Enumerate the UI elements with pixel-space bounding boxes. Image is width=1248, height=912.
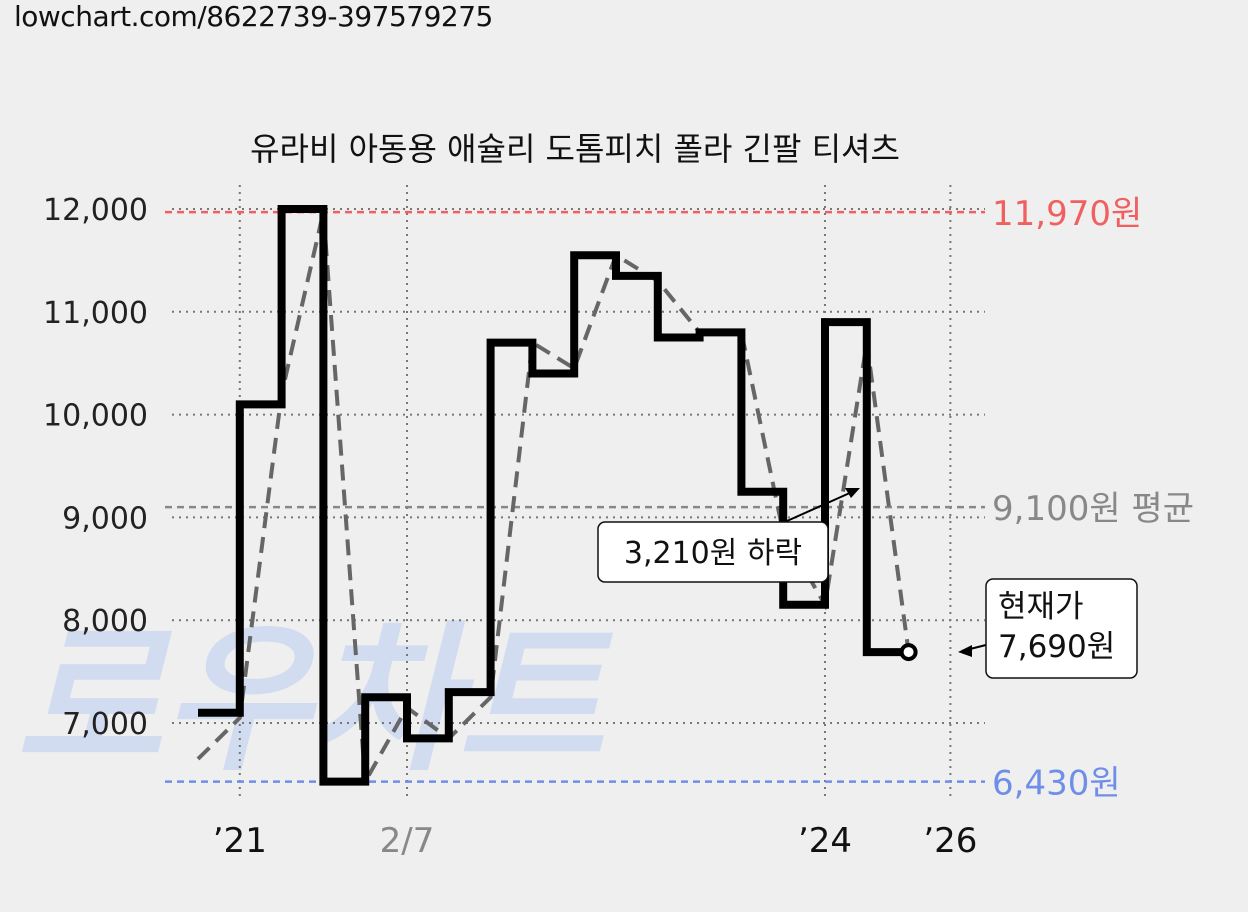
url-text: lowchart.com/8622739-397579275 — [14, 0, 493, 33]
reference-label: 11,970원 — [992, 194, 1142, 234]
drop-annotation-box — [597, 521, 829, 583]
y-tick-label: 10,000 — [43, 399, 148, 434]
current-price-box — [985, 578, 1138, 679]
y-tick-label: 8,000 — [62, 604, 148, 639]
axis-labels-layer: 7,000 8,000 9,000 10,000 11,000 12,000 ’21 2/7 ’… — [43, 193, 977, 861]
y-tick-label: 9,000 — [62, 501, 148, 536]
current-price-marker — [899, 643, 918, 662]
reference-label: 6,430원 — [992, 764, 1121, 804]
watermark: 로우차트 — [16, 606, 614, 793]
current-price-text: 현재가 — [998, 589, 1084, 625]
reference-label: 9,100원 평균 — [992, 489, 1194, 529]
reference-lines-layer: 11,970원 9,100원 평균 6,430원 — [165, 194, 1194, 804]
x-tick-label: ’21 — [213, 821, 267, 861]
drop-annotation-arrow — [777, 491, 853, 526]
y-tick-label: 11,000 — [43, 296, 148, 331]
x-tick-label: ’26 — [923, 821, 977, 861]
y-tick-label: 12,000 — [43, 193, 148, 228]
x-tick-label: ’24 — [798, 821, 852, 861]
current-price-arrowhead — [958, 645, 972, 657]
drop-annotation-text: 3,210원 하락 — [624, 536, 802, 571]
drop-annotation-arrowhead — [845, 488, 860, 498]
current-price-text: 7,690원 — [998, 629, 1115, 665]
chart-title: 유라비 아동용 애슐리 도톰피치 폴라 긴팔 티셔츠 — [250, 130, 900, 168]
y-tick-label: 7,000 — [62, 707, 148, 742]
x-tick-label: 2/7 — [380, 821, 435, 861]
